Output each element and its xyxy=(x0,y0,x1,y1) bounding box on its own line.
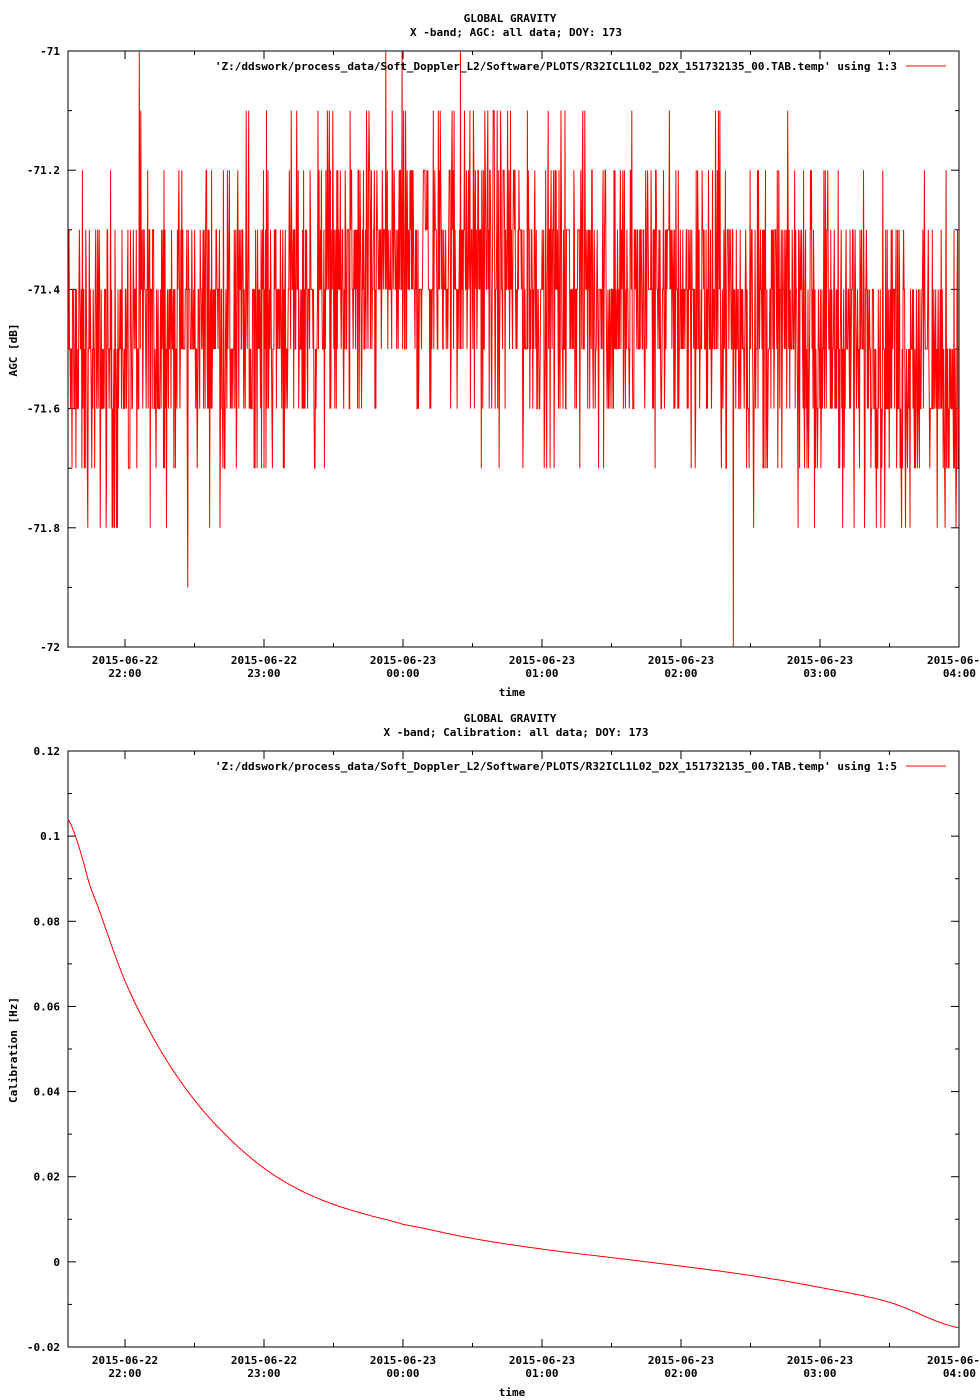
y-axis-label: AGC [dB] xyxy=(7,324,20,377)
x-tick-time: 04:00 xyxy=(943,1367,976,1380)
x-tick-time: 00:00 xyxy=(386,667,419,680)
x-tick-date: 2015-06- xyxy=(927,654,980,667)
legend-label: 'Z:/ddswork/process_data/Soft_Doppler_L2… xyxy=(215,60,897,73)
y-tick-label: -71.4 xyxy=(27,283,60,296)
chart-title: GLOBAL GRAVITY xyxy=(464,12,557,25)
x-tick-date: 2015-06-22 xyxy=(92,654,158,667)
x-tick-date: 2015-06-23 xyxy=(370,654,436,667)
y-tick-label: 0.08 xyxy=(34,915,61,928)
y-axis-ticks: -71 -71.2 -71.4 -71.6 -71.8 -72 xyxy=(27,45,959,654)
x-axis-label: time xyxy=(499,686,526,699)
x-tick-time: 22:00 xyxy=(108,667,141,680)
series-line xyxy=(67,818,960,1329)
x-tick-time: 03:00 xyxy=(803,667,836,680)
x-tick-time: 23:00 xyxy=(247,1367,280,1380)
x-tick-time: 04:00 xyxy=(943,667,976,680)
x-tick-date: 2015-06-22 xyxy=(231,654,297,667)
x-tick-date: 2015-06-22 xyxy=(231,1354,297,1367)
x-tick-time: 22:00 xyxy=(108,1367,141,1380)
y-axis-ticks: 0.12 0.1 0.08 0.06 0.04 0.02 0 -0.02 xyxy=(27,745,959,1354)
y-tick-label: 0.06 xyxy=(34,1000,61,1013)
data-series xyxy=(67,818,960,1329)
y-tick-label: -71.8 xyxy=(27,522,60,535)
y-tick-label: 0.1 xyxy=(40,830,60,843)
x-tick-date: 2015-06- xyxy=(927,1354,980,1367)
x-tick-date: 2015-06-23 xyxy=(648,1354,714,1367)
x-tick-time: 23:00 xyxy=(247,667,280,680)
x-tick-date: 2015-06-23 xyxy=(509,654,575,667)
x-tick-time: 00:00 xyxy=(386,1367,419,1380)
y-tick-label: 0.02 xyxy=(34,1171,61,1184)
x-axis-label: time xyxy=(499,1386,526,1399)
x-tick-time: 03:00 xyxy=(803,1367,836,1380)
x-tick-time: 01:00 xyxy=(525,667,558,680)
y-tick-label: -71.6 xyxy=(27,403,60,416)
y-tick-label: -71 xyxy=(40,45,60,58)
x-tick-date: 2015-06-23 xyxy=(787,654,853,667)
x-tick-date: 2015-06-23 xyxy=(648,654,714,667)
chart-calibration: GLOBAL GRAVITY X -band; Calibration: all… xyxy=(7,712,980,1399)
y-tick-label: 0.04 xyxy=(34,1086,61,1099)
y-tick-label: -0.02 xyxy=(27,1341,60,1354)
legend-label: 'Z:/ddswork/process_data/Soft_Doppler_L2… xyxy=(215,760,897,773)
plot-frame xyxy=(67,750,960,1348)
x-tick-time: 01:00 xyxy=(525,1367,558,1380)
chart-subtitle: X -band; AGC: all data; DOY: 173 xyxy=(410,26,622,39)
data-series xyxy=(68,50,959,648)
y-tick-label: 0 xyxy=(53,1256,60,1269)
y-tick-label: -71.2 xyxy=(27,164,60,177)
y-axis-label: Calibration [Hz] xyxy=(7,997,20,1103)
y-tick-label: 0.12 xyxy=(34,745,61,758)
y-tick-label: -72 xyxy=(40,641,60,654)
x-tick-time: 02:00 xyxy=(664,1367,697,1380)
chart-title: GLOBAL GRAVITY xyxy=(464,712,557,725)
x-tick-date: 2015-06-23 xyxy=(787,1354,853,1367)
x-tick-date: 2015-06-23 xyxy=(509,1354,575,1367)
chart-subtitle: X -band; Calibration: all data; DOY: 173 xyxy=(384,726,649,739)
x-axis-ticks: 2015-06-2222:002015-06-2223:002015-06-23… xyxy=(92,51,980,680)
x-tick-date: 2015-06-22 xyxy=(92,1354,158,1367)
chart-agc: GLOBAL GRAVITY X -band; AGC: all data; D… xyxy=(7,12,980,699)
x-tick-date: 2015-06-23 xyxy=(370,1354,436,1367)
x-tick-time: 02:00 xyxy=(664,667,697,680)
series-line xyxy=(68,50,959,648)
x-axis-ticks: 2015-06-2222:002015-06-2223:002015-06-23… xyxy=(92,751,980,1380)
